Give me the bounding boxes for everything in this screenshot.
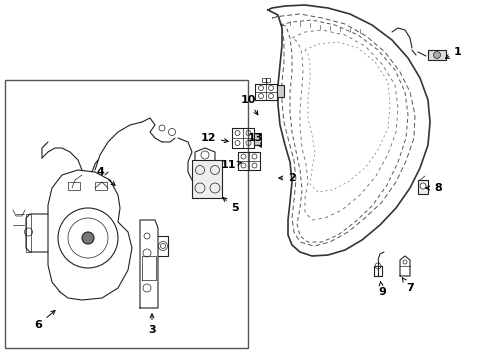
Bar: [68, 182, 80, 190]
Text: 11: 11: [220, 160, 241, 170]
Text: 6: 6: [34, 311, 55, 330]
Bar: [276, 85, 284, 97]
Text: 9: 9: [377, 282, 385, 297]
Bar: [427, 50, 445, 60]
Text: 10: 10: [240, 95, 257, 115]
Bar: [95, 182, 107, 190]
Circle shape: [419, 183, 425, 189]
Bar: [253, 133, 261, 145]
Bar: [262, 78, 269, 82]
Circle shape: [433, 51, 440, 59]
Bar: [417, 180, 427, 194]
Text: 4: 4: [96, 167, 115, 185]
Text: 1: 1: [445, 47, 461, 58]
Text: 3: 3: [148, 314, 156, 335]
Text: 8: 8: [425, 183, 441, 193]
Text: 2: 2: [278, 173, 295, 183]
Text: 12: 12: [200, 133, 228, 143]
Bar: [26, 214, 31, 252]
Circle shape: [82, 232, 94, 244]
Text: 7: 7: [401, 278, 413, 293]
Text: 5: 5: [223, 198, 238, 213]
Bar: [5, 80, 247, 348]
Bar: [192, 160, 222, 198]
Text: 13: 13: [247, 133, 262, 147]
